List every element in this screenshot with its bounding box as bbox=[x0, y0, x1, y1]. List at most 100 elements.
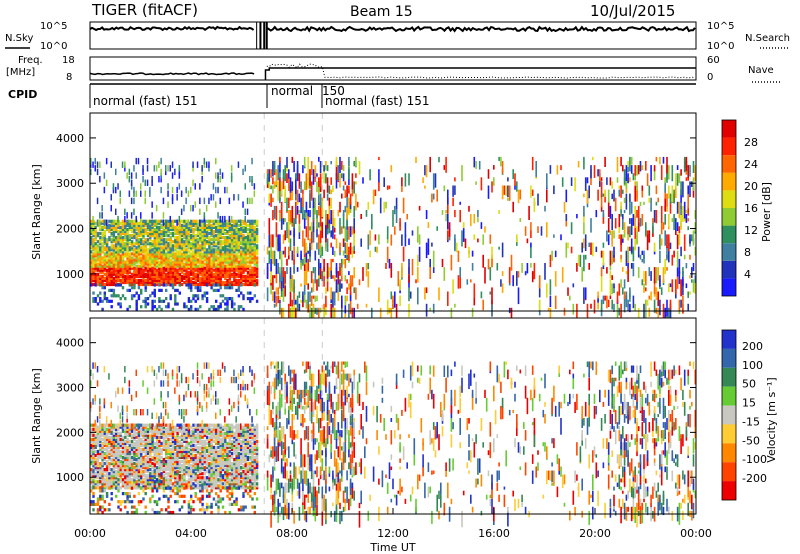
heatmap-cell bbox=[233, 236, 236, 240]
heatmap-cell bbox=[155, 258, 159, 262]
heatmap-cell bbox=[101, 205, 103, 212]
heatmap-cell bbox=[146, 234, 150, 238]
heatmap-cell bbox=[217, 307, 220, 311]
heatmap-cell bbox=[119, 238, 122, 242]
heatmap-cell bbox=[183, 242, 186, 246]
heatmap-cell bbox=[330, 258, 332, 271]
heatmap-cell bbox=[233, 302, 236, 306]
heatmap-cell bbox=[162, 242, 166, 246]
heatmap-cell bbox=[249, 236, 252, 240]
heatmap-cell bbox=[519, 189, 522, 200]
heatmap-cell bbox=[133, 270, 136, 274]
heatmap-cell bbox=[115, 445, 118, 449]
heatmap-cell bbox=[219, 234, 222, 238]
heatmap-cell bbox=[203, 291, 206, 295]
heatmap-cell bbox=[221, 256, 225, 260]
colorbar-tick-label: 4 bbox=[744, 268, 751, 281]
heatmap-cell bbox=[119, 272, 122, 276]
heatmap-cell bbox=[135, 482, 138, 486]
heatmap-cell bbox=[149, 248, 152, 252]
heatmap-cell bbox=[92, 258, 95, 262]
heatmap-cell bbox=[108, 437, 111, 441]
heatmap-cell bbox=[205, 252, 209, 256]
heatmap-cell bbox=[146, 297, 150, 301]
heatmap-cell bbox=[167, 262, 170, 266]
heatmap-cell bbox=[128, 225, 131, 229]
heatmap-cell bbox=[151, 262, 154, 266]
heatmap-cell bbox=[251, 242, 254, 246]
heatmap-cell bbox=[155, 229, 159, 234]
heatmap-cell bbox=[637, 165, 640, 175]
heatmap-cell bbox=[226, 223, 229, 227]
heatmap-cell bbox=[583, 287, 585, 304]
heatmap-cell bbox=[101, 425, 104, 429]
heatmap-cell bbox=[142, 227, 145, 232]
heatmap-cell bbox=[253, 238, 256, 242]
heatmap-cell bbox=[130, 439, 134, 443]
heatmap-cell bbox=[174, 260, 177, 264]
heatmap-cell bbox=[289, 267, 292, 279]
heatmap-cell bbox=[659, 250, 661, 263]
heatmap-cell bbox=[273, 291, 276, 303]
heatmap-cell bbox=[162, 427, 166, 431]
heatmap-cell bbox=[171, 264, 175, 268]
heatmap-cell bbox=[121, 252, 125, 256]
heatmap-cell bbox=[643, 201, 645, 205]
heatmap-cell bbox=[162, 231, 166, 236]
heatmap-cell bbox=[620, 156, 622, 167]
heatmap-cell bbox=[146, 179, 149, 186]
heatmap-cell bbox=[149, 423, 151, 430]
heatmap-cell bbox=[316, 242, 318, 250]
heatmap-cell bbox=[140, 472, 143, 476]
heatmap-cell bbox=[655, 267, 658, 284]
heatmap-cell bbox=[158, 447, 161, 451]
heatmap-cell bbox=[151, 305, 154, 309]
heatmap-cell bbox=[155, 510, 159, 515]
heatmap-cell bbox=[112, 183, 115, 190]
heatmap-cell bbox=[669, 242, 672, 249]
heatmap-cell bbox=[235, 282, 238, 287]
heatmap-cell bbox=[158, 297, 161, 301]
heatmap-cell bbox=[237, 282, 241, 287]
heatmap-cell bbox=[180, 252, 184, 256]
heatmap-cell bbox=[115, 236, 118, 240]
heatmap-cell bbox=[438, 156, 440, 163]
heatmap-cell bbox=[133, 443, 136, 447]
heatmap-cell bbox=[249, 270, 252, 274]
heatmap-cell bbox=[137, 460, 141, 464]
heatmap-cell bbox=[103, 431, 106, 435]
freq-ytick-top: 18 bbox=[62, 55, 75, 66]
heatmap-cell bbox=[160, 455, 163, 460]
heatmap-cell bbox=[94, 252, 97, 256]
heatmap-cell bbox=[634, 205, 636, 217]
heatmap-cell bbox=[108, 427, 111, 431]
heatmap-cell bbox=[388, 185, 391, 190]
heatmap-cell bbox=[356, 201, 359, 208]
heatmap-cell bbox=[94, 248, 97, 252]
heatmap-cell bbox=[140, 264, 143, 268]
heatmap-cell bbox=[549, 295, 552, 307]
heatmap-cell bbox=[94, 165, 96, 172]
heatmap-cell bbox=[149, 231, 152, 236]
heatmap-cell bbox=[316, 295, 318, 302]
heatmap-cell bbox=[316, 222, 318, 238]
heatmap-cell bbox=[217, 288, 220, 292]
heatmap-cell bbox=[221, 223, 225, 227]
heatmap-cell bbox=[249, 278, 252, 282]
heatmap-cell bbox=[121, 484, 125, 488]
heatmap-cell bbox=[149, 464, 152, 468]
heatmap-cell bbox=[126, 221, 129, 225]
heatmap-cell bbox=[600, 275, 603, 292]
heatmap-cell bbox=[349, 242, 352, 255]
heatmap-cell bbox=[137, 252, 141, 256]
heatmap-cell bbox=[680, 181, 682, 195]
heatmap-cell bbox=[272, 161, 274, 177]
heatmap-cell bbox=[124, 484, 127, 488]
heatmap-cell bbox=[685, 177, 688, 181]
heatmap-cell bbox=[235, 278, 238, 282]
heatmap-cell bbox=[162, 197, 165, 205]
heatmap-cell bbox=[622, 267, 624, 272]
heatmap-cell bbox=[144, 248, 147, 252]
heatmap-cell bbox=[192, 264, 195, 268]
